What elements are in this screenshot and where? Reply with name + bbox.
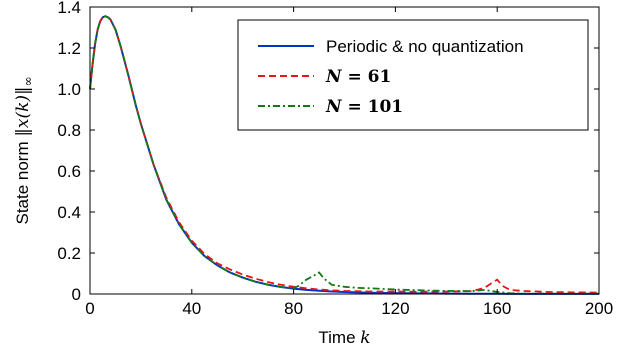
x-tick-label: 160 <box>483 299 511 318</box>
y-tick-label: 0.6 <box>57 162 81 181</box>
y-tick-label: 1.4 <box>57 0 81 17</box>
y-tick-label: 0.2 <box>57 244 81 263</box>
legend-entry-n101-var: N <box>325 97 343 117</box>
legend-entry-n61-value: = 61 <box>342 67 392 87</box>
x-tick-label: 80 <box>284 299 303 318</box>
y-axis-label-text: State norm <box>13 137 32 225</box>
x-tick-label: 40 <box>182 299 201 318</box>
x-tick-label: 0 <box>85 299 94 318</box>
x-tick-label: 120 <box>381 299 409 318</box>
legend-entry-n61-var: N <box>325 67 343 87</box>
series-line-n101 <box>89 15 599 295</box>
x-axis-label-var: k <box>360 328 370 348</box>
legend-entry-n61: N = 61 <box>325 67 391 87</box>
legend-entry-n101-value: = 101 <box>342 97 404 117</box>
y-tick-label: 0.4 <box>57 203 81 222</box>
x-axis-label-text: Time <box>318 328 360 347</box>
legend: Periodic & no quantization N = 61 N = 10… <box>237 19 589 131</box>
y-tick-label: 0.8 <box>57 121 81 140</box>
y-axis-label-subscript: ∞ <box>21 76 35 86</box>
plot-frame <box>89 6 600 295</box>
x-axis-label: Time k <box>318 328 370 348</box>
x-tick-label: 200 <box>585 299 613 318</box>
series-layer <box>89 15 600 295</box>
y-tick-label: 1.0 <box>57 80 81 99</box>
legend-entry-periodic: Periodic & no quantization <box>326 37 524 56</box>
y-axis-label: State norm ‖x(k)‖∞ <box>13 76 35 224</box>
y-tick-label: 0 <box>72 285 81 304</box>
legend-entry-n101: N = 101 <box>325 97 403 117</box>
y-tick-label: 1.2 <box>57 39 81 58</box>
y-axis-label-math: ‖x(k)‖ <box>13 86 33 136</box>
ticks-layer: 0 40 80 120 160 200 0 0.2 0.4 0.6 0.8 1.0 1.2 1.4 <box>57 0 613 318</box>
